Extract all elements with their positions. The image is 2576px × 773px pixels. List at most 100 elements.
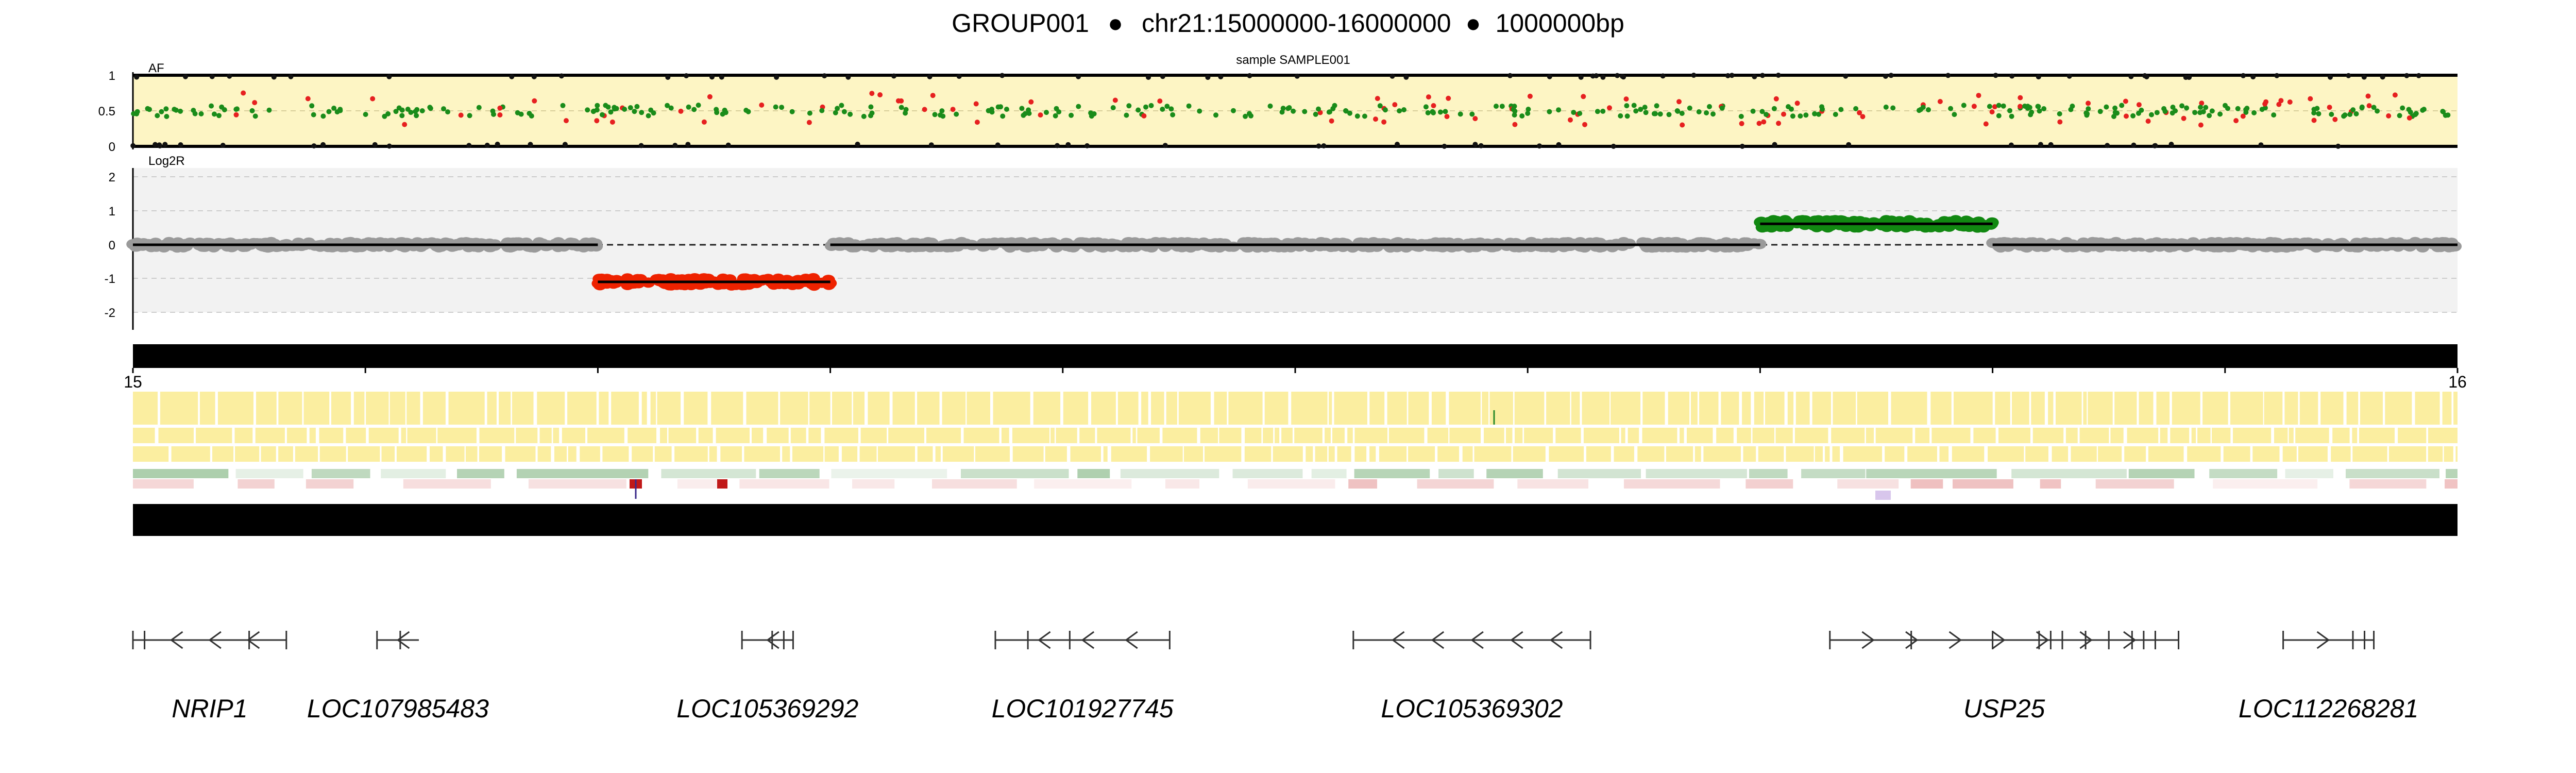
annotation-yellow-block (1555, 428, 1581, 443)
annotation-yellow-block (878, 446, 915, 462)
af-point (1789, 106, 1794, 112)
af-point (1423, 104, 1429, 110)
af-point (2361, 74, 2367, 80)
annotation-yellow-block (1033, 392, 1061, 425)
annotation-yellow-block (1431, 392, 1446, 425)
af-point (2311, 107, 2317, 112)
af-point (759, 102, 765, 108)
annotation-green-block (661, 469, 756, 478)
annotation-yellow-block (859, 446, 877, 462)
af-point (1512, 122, 1518, 127)
annotation-yellow-block (1063, 392, 1089, 425)
annotation-yellow-block (744, 446, 780, 462)
af-point (1739, 143, 1745, 149)
af-tick-0-5: 0.5 (98, 105, 115, 119)
af-point (484, 142, 490, 148)
log2r-point (2023, 237, 2037, 248)
af-point (2342, 112, 2348, 118)
annotation-yellow-block (537, 392, 565, 425)
af-point (1375, 96, 1380, 102)
af-point (665, 75, 671, 80)
annotation-green-block (759, 469, 820, 478)
af-point (833, 110, 838, 115)
annotation-yellow-block (1571, 392, 1580, 425)
af-point (2251, 110, 2257, 115)
annotation-yellow-block (2233, 428, 2272, 443)
af-point (1961, 103, 1967, 108)
annotation-yellow-block (1132, 428, 1136, 443)
log2r-point (1024, 241, 1037, 252)
annotation-green-block (961, 469, 1069, 478)
annotation-yellow-block (261, 446, 276, 462)
gene-label: LOC112268281 (2239, 694, 2418, 723)
af-point (1696, 109, 1702, 114)
annotation-yellow-block (684, 392, 708, 425)
af-point (789, 109, 795, 114)
af-point (1600, 74, 1606, 80)
annotation-yellow-block (1369, 392, 1385, 425)
annotation-yellow-block (1205, 446, 1242, 462)
annotation-yellow-block (286, 428, 307, 443)
af-point (2365, 93, 2371, 99)
af-point (1329, 118, 1334, 124)
af-point (646, 113, 651, 119)
annotation-yellow-block (133, 428, 155, 443)
annotation-yellow-block (1995, 392, 2010, 425)
annotation-yellow-block (1832, 446, 1840, 462)
gene-strand-arrow (170, 631, 183, 649)
af-point (585, 107, 590, 113)
annotation-yellow-block (2065, 428, 2078, 443)
annotation-yellow-block (2191, 428, 2196, 443)
annotation-yellow-block (808, 428, 821, 443)
annotation-yellow-block (2230, 392, 2263, 425)
af-point (1642, 105, 1648, 110)
af-point (2097, 109, 2103, 114)
af-point (1146, 75, 1151, 80)
region-size: 1000000bp (1496, 9, 1624, 38)
af-point (209, 74, 215, 79)
af-point (1883, 104, 1889, 110)
af-point (1704, 110, 1709, 115)
af-point (719, 74, 724, 80)
af-point (2316, 111, 2321, 116)
af-point (845, 74, 851, 80)
annotation-yellow-block (917, 392, 940, 425)
af-point (311, 112, 316, 117)
annotation-yellow-block (2032, 428, 2064, 443)
annotation-yellow-block (1642, 428, 1677, 443)
af-point (1431, 103, 1436, 108)
annotation-yellow-block (716, 428, 750, 443)
annotation-yellow-block (709, 446, 717, 462)
af-point (639, 110, 645, 115)
annotation-green-block (516, 469, 649, 478)
af-point (1055, 143, 1060, 148)
af-point (241, 90, 246, 96)
af-point (178, 108, 183, 114)
af-point (725, 142, 731, 148)
af-point (1771, 106, 1777, 111)
annotation-yellow-block (602, 446, 629, 462)
af-point (1992, 104, 1997, 110)
af-point (1395, 142, 1400, 147)
af-point (1707, 104, 1712, 109)
annotation-yellow-block (1141, 392, 1148, 425)
annotation-yellow-block (479, 446, 502, 462)
log2r-point (589, 241, 603, 252)
log2r-point (2246, 238, 2260, 248)
af-point (2025, 104, 2030, 109)
af-point (1021, 112, 1026, 118)
af-point (1657, 111, 1663, 117)
annotation-yellow-block (505, 446, 536, 462)
af-point (986, 108, 991, 113)
gene-strand-arrow (2036, 631, 2049, 649)
af-point (2112, 105, 2118, 111)
annotation-green-block (2128, 469, 2195, 478)
annotation-yellow-block (860, 428, 887, 443)
gene-strand-arrow (1037, 631, 1051, 649)
af-point (1680, 122, 1685, 128)
af-point (1833, 112, 1838, 117)
gene-loc105369302: LOC105369302 (1352, 631, 1591, 723)
af-point (1425, 110, 1431, 115)
af-point (2244, 106, 2250, 111)
annotation-yellow-block (1988, 446, 2024, 462)
